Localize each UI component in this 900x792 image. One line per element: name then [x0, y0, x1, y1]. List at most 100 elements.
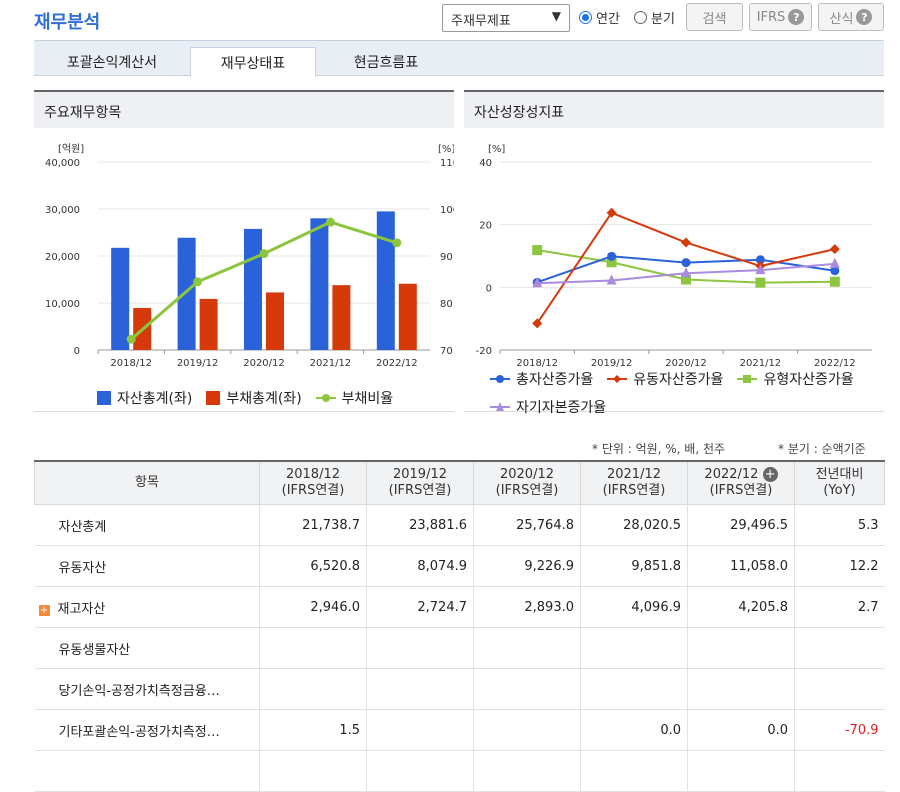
value-cell — [473, 750, 581, 792]
legend-label: 자기자본증가율 — [516, 400, 607, 416]
value-cell — [473, 668, 581, 710]
legend-label: 부채총계(좌) — [226, 391, 302, 407]
value-cell — [366, 668, 474, 710]
formula-help-button[interactable]: 산식 ? — [818, 3, 884, 31]
ifrs-help-button[interactable]: IFRS ? — [749, 3, 812, 31]
yoy-cell: 5.3 — [794, 504, 885, 546]
liability-total-bar — [332, 285, 351, 350]
x-tick-label: 2018/12 — [516, 358, 558, 369]
value-cell: 2,893.0 — [473, 586, 581, 628]
yoy-sub-label: (YoY) — [823, 483, 856, 498]
asset-total-bar — [111, 247, 130, 350]
year-label: 2022/12 — [704, 467, 759, 482]
asset-total-bar — [244, 228, 262, 350]
table-row: 자산총계 21,738.7 23,881.6 25,764.8 28,020.5 29,4… — [34, 504, 885, 546]
table-row — [34, 750, 885, 792]
yoy-cell — [794, 627, 885, 669]
search-button[interactable]: 검색 — [686, 3, 743, 31]
row-label: 당기손익-공정가치측정금융… — [58, 683, 220, 699]
legend-label: 총자산증가율 — [516, 372, 594, 388]
data-point — [532, 277, 543, 288]
legend-label: 유동자산증가율 — [633, 372, 724, 388]
legend-line-icon — [315, 394, 336, 402]
left-axis-unit: [억원] — [58, 143, 84, 155]
x-tick-label: 2020/12 — [243, 358, 285, 369]
x-tick-label: 2022/12 — [376, 358, 418, 369]
legend-label: 자산총계(좌) — [117, 391, 193, 407]
value-cell: 2,724.7 — [366, 586, 474, 628]
data-point — [755, 255, 765, 265]
quarter-note: * 분기 : 순액기준 — [778, 442, 866, 456]
value-cell: 6,520.8 — [259, 545, 367, 587]
quarter-radio[interactable]: 분기 — [634, 8, 675, 27]
chevron-down-icon: ▼ — [551, 9, 561, 23]
ifrs-label: (IFRS연결) — [495, 483, 559, 498]
legend-line-icon — [607, 375, 628, 383]
value-cell: 25,764.8 — [473, 504, 581, 546]
legend-label: 부채비율 — [341, 391, 394, 407]
value-cell: 0.0 — [687, 709, 795, 751]
expand-plus-icon[interactable]: + — [38, 604, 50, 616]
statement-tabs: 포괄손익계산서 재무상태표 현금흐름표 — [34, 40, 884, 77]
value-cell: 0.0 — [580, 709, 688, 751]
row-label-cell: 유동자산 — [34, 545, 260, 587]
data-point — [606, 257, 617, 268]
debt-ratio-point — [126, 334, 136, 344]
right-chart-panel: [%] -20 0 20 40 2018/12 2019/12 2020/12 2021/12… — [464, 128, 884, 412]
row-label: 자산총계 — [58, 519, 107, 535]
row-label-cell: 유동생물자산 — [34, 627, 260, 669]
page-title: 재무분석 — [34, 12, 101, 33]
y-tick-label: -20 — [476, 346, 492, 357]
row-label: 유동생물자산 — [58, 642, 131, 658]
data-point — [681, 274, 691, 285]
statement-type-select[interactable]: 주재무제표 ▼ — [442, 4, 570, 32]
data-point — [607, 251, 617, 261]
value-cell: 8,074.9 — [366, 545, 474, 587]
value-cell — [366, 750, 474, 792]
value-cell: 1.5 — [259, 709, 367, 751]
value-cell: 9,226.9 — [473, 545, 581, 587]
annual-radio[interactable]: 연간 — [579, 8, 620, 27]
value-cell — [366, 627, 474, 669]
add-column-icon[interactable]: + — [762, 467, 778, 482]
data-point — [829, 257, 840, 268]
data-point — [829, 244, 840, 255]
data-point — [829, 276, 840, 287]
x-tick-label: 2020/12 — [665, 358, 707, 369]
left-chart-panel: [억원] [%] 0 10,000 20,000 30,000 40,000 70 80 90… — [34, 128, 459, 412]
right-tick-label: 110 — [440, 158, 454, 169]
legend-swatch — [97, 391, 111, 405]
year-header: 2020/12 (IFRS연결) — [473, 460, 581, 505]
tab-balance-sheet[interactable]: 재무상태표 — [190, 47, 316, 77]
data-point — [755, 264, 766, 275]
ifrs-label: (IFRS연결) — [388, 483, 452, 498]
data-point — [681, 267, 691, 278]
data-point — [681, 258, 691, 268]
left-tick-label: 20,000 — [45, 252, 80, 263]
value-cell: 2,946.0 — [259, 586, 367, 628]
x-tick-label: 2022/12 — [814, 358, 856, 369]
value-cell: 29,496.5 — [687, 504, 795, 546]
ifrs-label: (IFRS연결) — [602, 483, 666, 498]
value-cell — [473, 627, 581, 669]
debt-ratio-point — [193, 277, 203, 287]
row-label: 기타포괄손익-공정가치측정… — [58, 724, 220, 740]
axis-unit: [%] — [488, 144, 505, 155]
value-cell — [580, 627, 688, 669]
year-label: 2019/12 — [392, 467, 447, 482]
tab-cash-flow[interactable]: 현금흐름표 — [353, 55, 419, 71]
tab-income-statement[interactable]: 포괄손익계산서 — [66, 55, 158, 71]
right-legend: 총자산증가율 유동자산증가율 유형자산증가율 자기자본증가율 — [490, 369, 880, 417]
value-cell — [473, 709, 581, 751]
value-cell — [580, 668, 688, 710]
table-header-row: 항목 2018/12 (IFRS연결) 2019/12 (IFRS연결) 2020/… — [34, 460, 885, 505]
left-tick-label: 40,000 — [45, 158, 80, 169]
debt-ratio-point — [392, 238, 402, 248]
table-row[interactable]: + 재고자산 2,946.0 2,724.7 2,893.0 4,096.9 4,205.8… — [34, 586, 885, 628]
yoy-header: 전년대비 (YoY) — [794, 460, 885, 505]
legend-swatch — [206, 391, 221, 405]
ifrs-label: (IFRS연결) — [281, 483, 345, 498]
liability-total-bar — [199, 298, 218, 350]
debt-ratio-line — [130, 220, 398, 341]
year-label: 2018/12 — [285, 467, 340, 482]
